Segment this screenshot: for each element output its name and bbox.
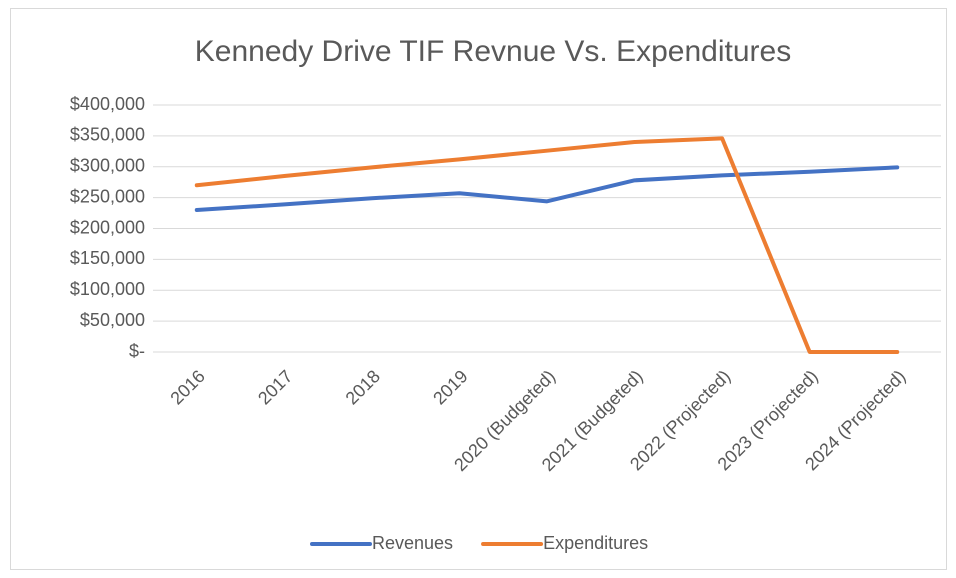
series-line (194, 165, 900, 212)
chart-title: Kennedy Drive TIF Revnue Vs. Expenditure… (195, 35, 791, 68)
y-tick-label: $- (129, 341, 145, 361)
legend-label: Expenditures (543, 533, 648, 553)
y-tick-label: $200,000 (70, 217, 145, 237)
series-line (194, 136, 900, 354)
y-tick-label: $300,000 (70, 156, 145, 176)
y-tick-label: $150,000 (70, 248, 145, 268)
y-tick-label: $350,000 (70, 125, 145, 145)
chart-border (10, 8, 947, 570)
legend-label: Revenues (372, 533, 453, 553)
y-tick-label: $50,000 (80, 310, 145, 330)
y-tick-label: $400,000 (70, 94, 145, 114)
y-tick-label: $250,000 (70, 186, 145, 206)
y-tick-label: $100,000 (70, 279, 145, 299)
